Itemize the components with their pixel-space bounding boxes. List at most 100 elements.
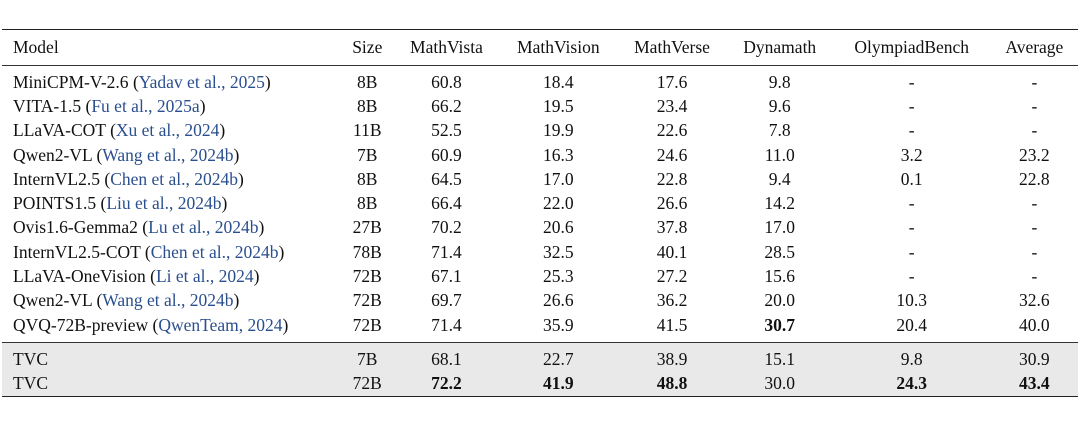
score-cell-average: - — [1031, 71, 1038, 92]
citation-link[interactable]: Li et al., 2024 — [155, 266, 254, 287]
score-cell-mathvista: 69.7 — [431, 290, 462, 311]
model-name: Ovis1.6-Gemma2 — [13, 217, 138, 238]
score-cell-mathvista: 72.2 — [431, 373, 462, 394]
score-cell-mathvista: 71.4 — [431, 241, 462, 262]
score-cell-mathvista: 52.5 — [431, 120, 462, 141]
header-cell-dynamath: Dynamath — [743, 37, 817, 57]
score-cell-olympiadbench: 10.3 — [896, 290, 927, 311]
table-row: MiniCPM-V-2.6 (Yadav et al., 2025) 8B 60.8… — [2, 66, 1078, 95]
score-cell-dynamath: 7.8 — [768, 120, 791, 141]
size-cell: 7B — [341, 342, 394, 372]
citation-link[interactable]: Yadav et al., 2025 — [138, 71, 265, 92]
score-cell-mathverse: 41.5 — [656, 314, 688, 335]
model-name: Qwen2-VL — [13, 290, 93, 311]
score-cell-olympiadbench: 3.2 — [900, 144, 923, 165]
score-cell-mathverse: 24.6 — [656, 144, 688, 165]
score-cell-mathvision: 32.5 — [543, 241, 574, 262]
header-cell-olympiadbench: OlympiadBench — [854, 37, 970, 57]
score-cell-mathverse: 17.6 — [656, 71, 688, 92]
citation-link[interactable]: Liu et al., 2024b — [106, 193, 222, 214]
model-cell: QVQ-72B-preview (QwenTeam, 2024) — [13, 314, 289, 335]
table-row: Qwen2-VL (Wang et al., 2024b) 72B 69.7 26.6… — [2, 289, 1078, 313]
score-cell-average: - — [1031, 120, 1038, 141]
table-row: TVC 72B 72.2 41.9 48.8 30.0 24.3 43.4 — [2, 371, 1078, 397]
score-cell-mathvista: 68.1 — [393, 342, 500, 372]
header-cell-average: Average — [1005, 37, 1064, 57]
score-cell-mathvision: 22.7 — [499, 342, 618, 372]
score-cell-mathverse: 36.2 — [656, 290, 688, 311]
tvc-rows: TVC 7B 68.1 22.7 38.9 15.1 9.8 30.9 TVC 72B 72.2 41… — [2, 342, 1078, 397]
score-cell-mathverse: 38.9 — [617, 342, 727, 372]
table-row: Ovis1.6-Gemma2 (Lu et al., 2024b) 27B 70.2… — [2, 216, 1078, 240]
score-cell-average: - — [1031, 217, 1038, 238]
citation-link[interactable]: QwenTeam, 2024 — [158, 314, 283, 335]
score-cell-mathverse: 37.8 — [656, 217, 688, 238]
score-cell-mathvista: 70.2 — [431, 217, 462, 238]
score-cell-mathverse: 22.8 — [656, 168, 688, 189]
score-cell-dynamath: 30.0 — [764, 373, 796, 394]
size-cell: 72B — [352, 290, 382, 311]
size-cell: 8B — [357, 168, 378, 189]
model-name: LLaVA-COT — [13, 120, 106, 141]
score-cell-mathverse: 40.1 — [656, 241, 688, 262]
table-row: InternVL2.5-COT (Chen et al., 2024b) 78B 7… — [2, 240, 1078, 264]
score-cell-olympiadbench: 0.1 — [900, 168, 923, 189]
table-row: LLaVA-OneVision (Li et al., 2024) 72B 67.1… — [2, 264, 1078, 288]
score-cell-average: - — [1031, 266, 1038, 287]
score-cell-average: 32.6 — [1019, 290, 1050, 311]
model-cell: VITA-1.5 (Fu et al., 2025a) — [13, 95, 206, 116]
score-cell-dynamath: 9.6 — [768, 95, 791, 116]
model-cell: Qwen2-VL (Wang et al., 2024b) — [13, 290, 240, 311]
baseline-rows: MiniCPM-V-2.6 (Yadav et al., 2025) 8B 60.8… — [2, 66, 1078, 343]
model-name: VITA-1.5 — [13, 95, 82, 116]
model-cell: MiniCPM-V-2.6 (Yadav et al., 2025) — [13, 71, 271, 92]
score-cell-average: - — [1031, 193, 1038, 214]
model-cell: TVC — [2, 372, 341, 397]
model-cell: TVC — [2, 342, 341, 372]
size-cell: 8B — [357, 95, 378, 116]
score-cell-olympiadbench: 9.8 — [832, 342, 991, 372]
model-cell: LLaVA-OneVision (Li et al., 2024) — [13, 266, 260, 287]
score-cell-average: - — [1031, 95, 1038, 116]
model-cell: InternVL2.5 (Chen et al., 2024b) — [13, 168, 244, 189]
model-name: LLaVA-OneVision — [13, 266, 146, 287]
score-cell-mathverse: 23.4 — [656, 95, 688, 116]
citation-link[interactable]: Wang et al., 2024b — [102, 144, 234, 165]
citation-link[interactable]: Chen et al., 2024b — [110, 168, 239, 189]
score-cell-olympiadbench: - — [908, 266, 915, 287]
score-cell-mathvista: 67.1 — [431, 266, 462, 287]
score-cell-mathvision: 26.6 — [543, 290, 574, 311]
model-name: TVC — [13, 348, 48, 369]
citation-link[interactable]: Xu et al., 2024 — [115, 120, 220, 141]
citation-link[interactable]: Wang et al., 2024b — [102, 290, 234, 311]
table-row: TVC 7B 68.1 22.7 38.9 15.1 9.8 30.9 — [2, 342, 1078, 372]
score-cell-mathvision: 41.9 — [543, 373, 574, 394]
size-cell: 72B — [352, 373, 382, 394]
score-cell-olympiadbench: - — [908, 217, 915, 238]
score-cell-average: 23.2 — [1019, 144, 1050, 165]
model-name: InternVL2.5-COT — [13, 241, 141, 262]
model-cell: InternVL2.5-COT (Chen et al., 2024b) — [13, 241, 285, 262]
model-cell: Qwen2-VL (Wang et al., 2024b) — [13, 144, 240, 165]
score-cell-mathvista: 60.9 — [431, 144, 462, 165]
score-cell-mathvision: 19.9 — [543, 120, 574, 141]
score-cell-olympiadbench: 24.3 — [896, 373, 927, 394]
score-cell-average: 43.4 — [1019, 373, 1050, 394]
model-name: POINTS1.5 — [13, 193, 97, 214]
score-cell-dynamath: 14.2 — [764, 193, 796, 214]
citation-link[interactable]: Lu et al., 2024b — [148, 217, 259, 238]
citation-link[interactable]: Chen et al., 2024b — [150, 241, 279, 262]
score-cell-dynamath: 9.8 — [768, 71, 791, 92]
score-cell-mathverse: 27.2 — [656, 266, 688, 287]
score-cell-mathvision: 17.0 — [543, 168, 574, 189]
score-cell-olympiadbench: - — [908, 241, 915, 262]
model-name: TVC — [13, 373, 48, 394]
score-cell-olympiadbench: - — [908, 71, 915, 92]
table-row: Qwen2-VL (Wang et al., 2024b) 7B 60.9 16.3 2… — [2, 143, 1078, 167]
model-name: Qwen2-VL — [13, 144, 93, 165]
score-cell-olympiadbench: - — [908, 193, 915, 214]
score-cell-average: 22.8 — [1019, 168, 1050, 189]
table-row: InternVL2.5 (Chen et al., 2024b) 8B 64.5 17… — [2, 167, 1078, 191]
score-cell-mathvista: 60.8 — [431, 71, 462, 92]
citation-link[interactable]: Fu et al., 2025a — [91, 95, 200, 116]
